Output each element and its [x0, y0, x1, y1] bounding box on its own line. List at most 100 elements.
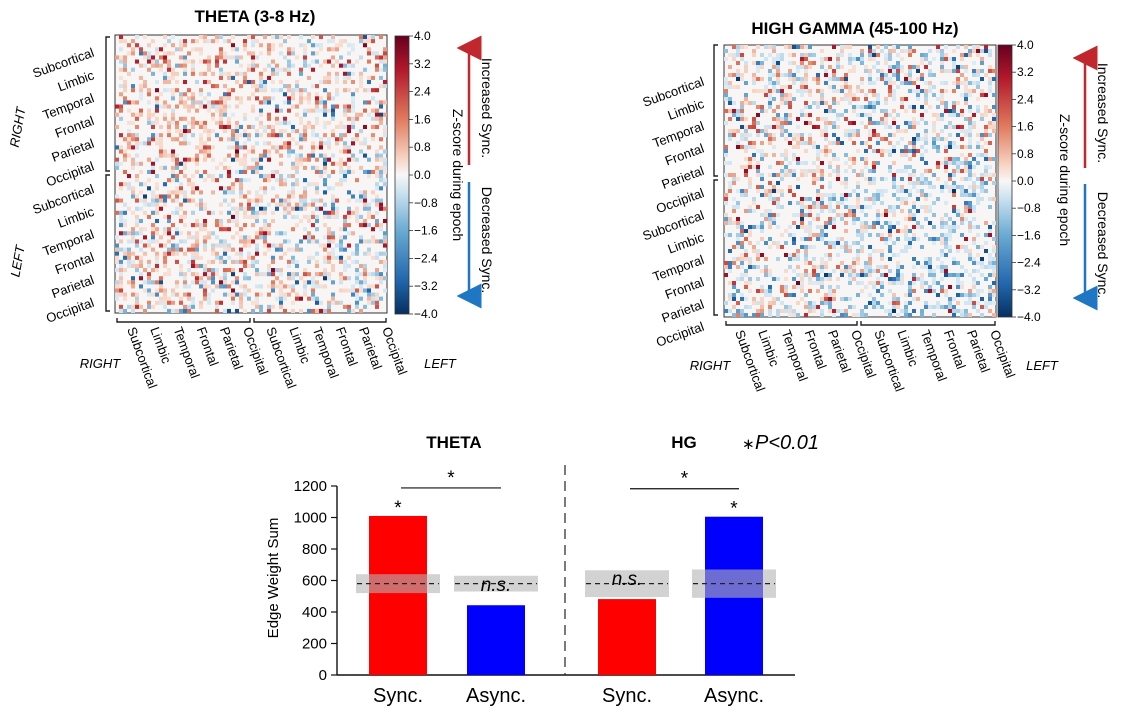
matrix-cell	[992, 301, 996, 305]
matrix-cell	[155, 280, 159, 285]
matrix-cell	[195, 186, 199, 191]
matrix-cell	[756, 149, 760, 153]
matrix-cell	[836, 53, 840, 57]
matrix-cell	[864, 197, 868, 201]
matrix-cell	[932, 289, 936, 293]
matrix-cell	[772, 49, 776, 53]
matrix-cell	[848, 129, 852, 133]
matrix-cell	[776, 245, 780, 249]
matrix-cell	[756, 249, 760, 253]
matrix-cell	[976, 85, 980, 89]
matrix-cell	[804, 73, 808, 77]
matrix-cell	[379, 137, 383, 142]
matrix-cell	[900, 309, 904, 313]
matrix-cell	[375, 284, 379, 289]
matrix-cell	[936, 133, 940, 137]
matrix-cell	[291, 227, 295, 232]
matrix-cell	[972, 165, 976, 169]
matrix-cell	[956, 69, 960, 73]
matrix-cell	[355, 296, 359, 301]
colorbar-tick-label: 3.2	[1017, 65, 1034, 79]
matrix-cell	[760, 173, 764, 177]
matrix-cell	[371, 124, 375, 130]
matrix-cell	[832, 197, 836, 201]
matrix-cell	[231, 288, 235, 293]
matrix-cell	[179, 161, 183, 166]
matrix-cell	[219, 124, 223, 130]
matrix-cell	[167, 59, 171, 64]
matrix-cell	[279, 304, 283, 309]
matrix-cell	[247, 296, 251, 301]
matrix-cell	[219, 116, 223, 121]
matrix-cell	[239, 235, 243, 240]
matrix-cell	[159, 47, 163, 52]
matrix-cell	[748, 277, 752, 281]
matrix-cell	[147, 92, 151, 97]
matrix-cell	[191, 223, 195, 228]
matrix-cell	[171, 210, 175, 215]
matrix-cell	[171, 190, 175, 195]
matrix-cell	[119, 47, 123, 52]
matrix-cell	[860, 273, 864, 277]
matrix-cell	[968, 93, 972, 97]
matrix-cell	[299, 247, 303, 252]
matrix-cell	[924, 261, 928, 265]
matrix-cell	[259, 235, 263, 240]
matrix-cell	[203, 296, 207, 301]
matrix-cell	[247, 202, 251, 207]
matrix-cell	[940, 233, 944, 237]
matrix-cell	[916, 181, 920, 185]
matrix-cell	[179, 43, 183, 48]
matrix-cell	[147, 292, 151, 297]
matrix-cell	[980, 181, 984, 185]
matrix-cell	[988, 177, 992, 181]
matrix-cell	[279, 120, 283, 125]
matrix-cell	[187, 304, 191, 309]
matrix-cell	[976, 145, 980, 149]
matrix-cell	[227, 227, 231, 232]
matrix-cell	[207, 149, 211, 154]
matrix-cell	[143, 194, 147, 199]
matrix-cell	[311, 239, 315, 244]
matrix-cell	[784, 117, 788, 121]
matrix-cell	[339, 235, 343, 240]
matrix-cell	[183, 79, 187, 85]
matrix-cell	[888, 301, 892, 305]
matrix-cell	[199, 92, 203, 97]
matrix-cell	[784, 73, 788, 77]
matrix-cell	[800, 225, 804, 229]
matrix-cell	[219, 108, 223, 113]
matrix-cell	[984, 141, 988, 145]
matrix-cell	[115, 161, 119, 166]
matrix-cell	[359, 35, 363, 40]
matrix-cell	[303, 43, 307, 48]
matrix-cell	[251, 255, 255, 260]
matrix-cell	[868, 269, 872, 273]
matrix-cell	[772, 297, 776, 301]
matrix-cell	[868, 265, 872, 269]
matrix-cell	[888, 221, 892, 225]
matrix-cell	[928, 193, 932, 197]
matrix-cell	[223, 247, 227, 252]
matrix-cell	[171, 178, 175, 183]
matrix-cell	[159, 206, 163, 211]
matrix-cell	[988, 197, 992, 201]
matrix-cell	[920, 113, 924, 117]
matrix-cell	[255, 243, 259, 248]
matrix-cell	[768, 101, 772, 105]
colorbar-tick-label: −1.6	[414, 224, 438, 238]
matrix-cell	[211, 112, 215, 117]
matrix-cell	[239, 259, 243, 264]
matrix-cell	[299, 161, 303, 166]
matrix-cell	[323, 161, 327, 166]
matrix-cell	[784, 85, 788, 89]
matrix-cell	[800, 213, 804, 217]
matrix-cell	[740, 137, 744, 141]
matrix-cell	[195, 79, 199, 85]
matrix-cell	[852, 141, 856, 145]
matrix-cell	[355, 276, 359, 281]
matrix-cell	[255, 198, 259, 203]
hg-y-region-labels: SubcorticalLimbicTemporalFrontalParietal…	[640, 74, 706, 350]
matrix-cell	[724, 233, 728, 237]
matrix-cell	[788, 265, 792, 269]
